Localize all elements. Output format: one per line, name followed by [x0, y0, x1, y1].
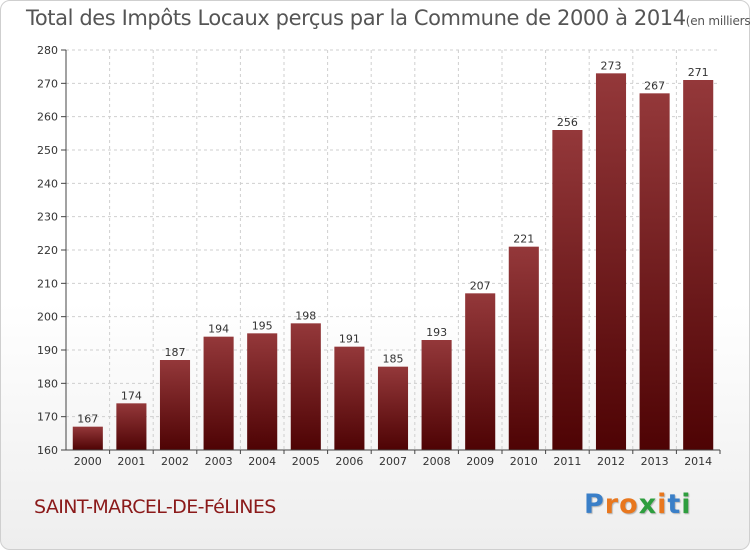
bar: [72, 426, 103, 450]
bar: [116, 403, 147, 450]
x-tick-label: 2001: [117, 455, 145, 468]
x-tick-label: 2014: [684, 455, 712, 468]
y-tick-label: 180: [37, 377, 58, 390]
logo-letter: o: [619, 489, 639, 520]
y-tick-label: 260: [37, 111, 58, 124]
x-tick-label: 2008: [423, 455, 451, 468]
y-tick-label: 210: [37, 277, 58, 290]
y-tick-label: 200: [37, 311, 58, 324]
logo-letter: t: [667, 489, 682, 520]
data-labels: 167 174 187 194 195 198 191 185 193 207 221 256 273 2…: [77, 59, 708, 425]
bar: [247, 333, 278, 450]
y-tick-label: 280: [37, 44, 58, 57]
bar: [290, 323, 321, 450]
bar: [421, 340, 452, 450]
data-label: 273: [601, 59, 622, 72]
x-tick-label: 2009: [466, 455, 494, 468]
bar: [159, 360, 191, 450]
axes: 160 170 180 190 200 210 220 230 240 250 260 270 280 2…: [37, 44, 721, 468]
bar: [552, 130, 583, 450]
y-tick-label: 250: [37, 144, 58, 157]
data-label: 185: [383, 353, 404, 366]
logo-letter: P: [584, 489, 605, 520]
data-label: 207: [470, 279, 491, 292]
x-tick-label: 2007: [379, 455, 407, 468]
bar: [595, 73, 627, 450]
x-tick-label: 2000: [74, 455, 102, 468]
data-label: 167: [77, 413, 98, 426]
y-tick-label: 220: [37, 244, 58, 257]
data-label: 194: [208, 323, 229, 336]
y-tick-label: 230: [37, 211, 58, 224]
data-label: 267: [644, 79, 665, 92]
commune-name: SAINT-MARCEL-DE-FéLINES: [34, 496, 276, 518]
bar: [203, 336, 234, 450]
proxiti-logo: Proxiti: [584, 489, 692, 520]
data-label: 187: [165, 346, 186, 359]
data-label: 193: [426, 326, 447, 339]
bar: [465, 293, 496, 450]
data-label: 271: [688, 66, 709, 79]
y-tick-label: 190: [37, 344, 58, 357]
chart-title-main: Total des Impôts Locaux perçus par la Co…: [26, 6, 686, 30]
x-tick-label: 2006: [335, 455, 363, 468]
bar: [377, 366, 409, 450]
data-label: 256: [557, 116, 578, 129]
x-tick-label: 2010: [510, 455, 538, 468]
x-tick-label: 2012: [597, 455, 625, 468]
x-tick-label: 2011: [553, 455, 581, 468]
data-label: 191: [339, 333, 360, 346]
data-label: 174: [121, 389, 142, 402]
bar: [508, 246, 539, 450]
data-label: 195: [252, 319, 273, 332]
bar: [683, 80, 714, 450]
x-tick-label: 2005: [292, 455, 320, 468]
data-label: 198: [295, 309, 316, 322]
x-tick-label: 2013: [641, 455, 669, 468]
x-tick-label: 2002: [161, 455, 189, 468]
bar: [334, 346, 365, 450]
logo-letter: r: [604, 489, 620, 520]
bar: [639, 93, 670, 450]
data-label: 221: [513, 233, 534, 246]
logo-letter: i: [681, 489, 692, 520]
y-tick-label: 240: [37, 177, 58, 190]
x-tick-label: 2004: [248, 455, 276, 468]
y-tick-label: 270: [37, 77, 58, 90]
logo-letter: i: [657, 489, 668, 520]
bars: [72, 73, 714, 450]
chart-title-unit: (en milliers d'€): [685, 14, 750, 28]
y-tick-label: 170: [37, 411, 58, 424]
x-tick-label: 2003: [205, 455, 233, 468]
chart-title: Total des Impôts Locaux perçus par la Co…: [26, 6, 750, 30]
logo-letter: x: [638, 489, 658, 520]
y-tick-label: 160: [37, 444, 58, 457]
